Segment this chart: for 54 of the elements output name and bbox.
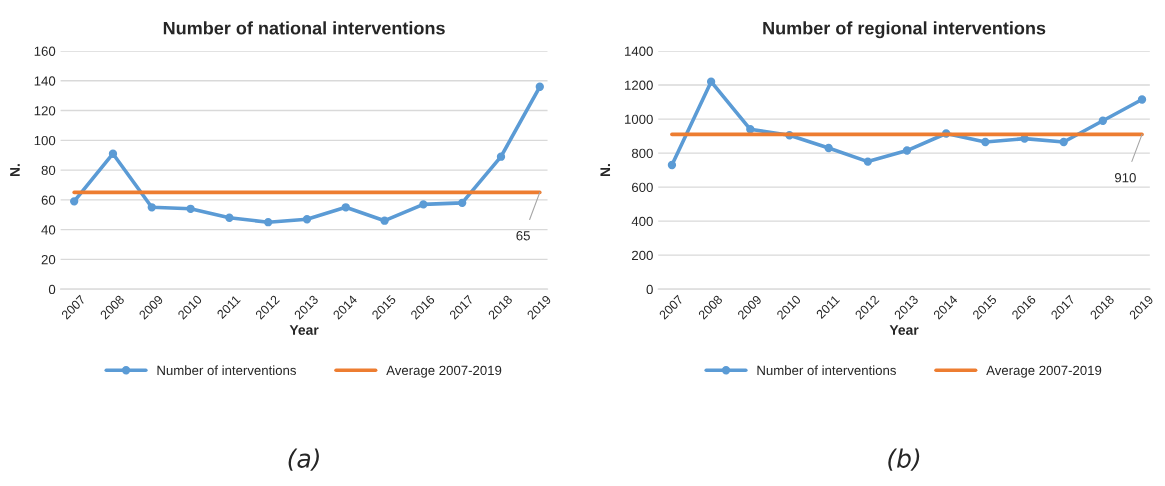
point — [458, 198, 467, 208]
annotation: 65 — [516, 231, 530, 241]
y-tick-label: 20 — [41, 254, 56, 265]
point — [1059, 137, 1068, 147]
point — [706, 77, 716, 86]
point — [419, 200, 428, 209]
chart-title: Number of regional interventions — [763, 21, 1046, 39]
y-tick-label: 40 — [41, 225, 56, 235]
y-axis-title: N. — [10, 164, 20, 177]
point — [824, 143, 833, 153]
y-tick-label: 100 — [34, 135, 56, 146]
point — [1098, 116, 1108, 125]
x-axis-title: Year — [289, 325, 319, 335]
y-tick-label: 200 — [632, 250, 653, 261]
y-tick-label: 1000 — [625, 114, 653, 124]
legend-label: Average 2007-2019 — [386, 365, 502, 378]
y-tick-label: 1200 — [625, 80, 653, 90]
y-tick-label: 1400 — [625, 46, 653, 56]
point — [302, 215, 312, 224]
point — [264, 218, 273, 227]
y-tick-label: 0 — [646, 284, 653, 295]
y-tick-label: 400 — [631, 216, 653, 227]
y-axis-title: N. — [600, 164, 611, 177]
legend-label: Number of interventions — [157, 365, 297, 376]
point — [981, 137, 990, 147]
text: (b) — [888, 448, 920, 471]
y-tick-label: 140 — [34, 76, 56, 86]
point — [108, 149, 118, 158]
point — [341, 203, 350, 212]
y-tick-label: 60 — [41, 195, 56, 205]
point — [1137, 95, 1147, 104]
y-tick-label: 600 — [632, 182, 653, 193]
y-tick-label: 0 — [48, 284, 56, 295]
legend-label: Number of interventions — [757, 365, 896, 376]
point — [535, 82, 544, 91]
annotation: 910 — [1114, 173, 1136, 183]
point — [746, 125, 755, 134]
point — [69, 197, 79, 206]
point — [147, 203, 156, 212]
point — [186, 204, 195, 213]
chart-title: Number of national interventions — [163, 21, 445, 35]
point — [667, 160, 677, 170]
point — [902, 146, 912, 155]
y-tick-label: 120 — [34, 106, 56, 116]
text: (a) — [288, 448, 319, 471]
point — [863, 157, 872, 166]
point — [225, 213, 234, 222]
y-tick-label: 160 — [34, 46, 56, 56]
legend-label: Average 2007-2019 — [986, 365, 1102, 378]
x-axis-title: Year — [889, 325, 919, 335]
y-tick-label: 800 — [631, 148, 653, 158]
y-tick-label: 80 — [41, 165, 56, 176]
point — [496, 152, 506, 161]
point — [380, 216, 389, 225]
